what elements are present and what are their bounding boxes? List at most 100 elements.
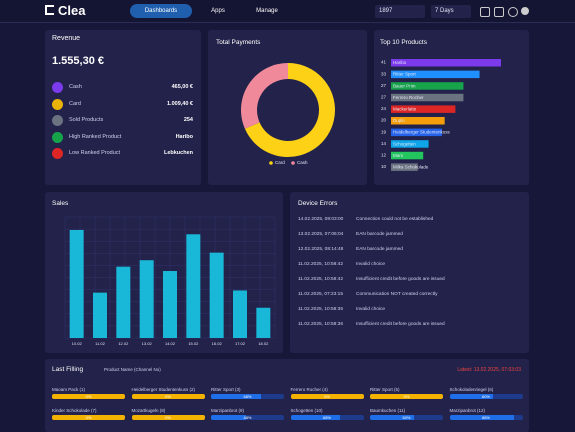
bar-label: Duplo: [393, 118, 405, 123]
progress-fill: [211, 394, 261, 399]
row-value: 254: [183, 117, 193, 123]
nav-tab[interactable]: Apps: [211, 8, 225, 14]
bar: [391, 93, 464, 102]
row-icon: [52, 131, 63, 143]
progress-label: 0%: [324, 394, 330, 399]
progress-track: 0%: [131, 415, 205, 420]
card-title: Total Payments: [216, 39, 261, 46]
error-time: 11.02.2025, 07:23:15: [298, 292, 343, 297]
item-label: Ferrero Rocher (4): [290, 387, 328, 392]
x-tick-label: 14.02: [165, 341, 176, 346]
row-icon: [52, 98, 63, 110]
item-label: Maoam Pack (1): [52, 387, 86, 392]
bar-label: Schogetten: [393, 141, 416, 146]
x-tick-label: 18.02: [258, 341, 269, 346]
progress-track: 0%: [370, 394, 443, 399]
error-message: EAN barcode jammed: [356, 247, 403, 252]
progress-track: 88%: [449, 415, 523, 420]
bar: [69, 229, 84, 338]
x-tick-label: 13.02: [142, 341, 153, 346]
chart: 10.02 11.02 12.02 13.02 14.02 15.02 16.02 17.02…: [64, 216, 276, 346]
progress-label: 0%: [165, 415, 171, 420]
logo[interactable]: Clea: [58, 3, 86, 18]
item-label: Heidelberger Studentenkuss (2): [131, 387, 196, 392]
legend-label: Cash: [297, 160, 308, 165]
bar-label: Haribo: [393, 60, 407, 65]
x-tick-label: 12.02: [118, 341, 129, 346]
row-icon: [52, 115, 63, 126]
range-select[interactable]: 7 Days: [431, 5, 471, 18]
error-time: 11.02.2025, 10:58:36: [298, 307, 343, 312]
progress-label: 88%: [481, 415, 490, 420]
progress-label: 60%: [402, 415, 411, 420]
error-message: EAN barcode jammed: [356, 232, 403, 237]
row-icon: [52, 82, 63, 93]
rank-value: 41: [381, 60, 387, 65]
error-time: 12.02.2025, 08:14:48: [298, 247, 344, 252]
row-value: 1.009,40 €: [167, 100, 193, 107]
nav-tab[interactable]: Manage: [256, 8, 278, 14]
card-title: Top 10 Products: [380, 39, 427, 46]
error-time: 11.02.2025, 10:58:42: [298, 262, 343, 267]
top-products-card: Top 10 Products 41 Haribo 33 Ritter Sport 27 B…: [374, 30, 529, 185]
error-time: 14.02.2025, 08:03:00: [298, 217, 344, 222]
row-label: Card: [69, 100, 81, 107]
bar: [391, 59, 501, 67]
search-input[interactable]: 1897: [375, 5, 425, 18]
x-tick-label: 16.02: [212, 341, 223, 346]
progress-track: 0%: [52, 415, 125, 420]
icon-button[interactable]: [480, 7, 490, 17]
progress-label: 48%: [243, 415, 252, 420]
bar-label: Ferrero Rocher: [393, 95, 424, 100]
progress-track: 0%: [52, 394, 125, 399]
bar: [209, 252, 224, 338]
bar: [391, 128, 442, 137]
card-title: Revenue: [52, 35, 81, 42]
chart: Card Cash: [241, 63, 335, 165]
bar: [139, 260, 154, 338]
pie-slice: [244, 63, 335, 157]
revenue-total: 1.555,30 €: [52, 55, 104, 67]
bar: [391, 117, 445, 125]
progress-label: 68%: [322, 415, 331, 420]
bar: [391, 70, 480, 79]
bar-label: Mackerlatte: [393, 106, 417, 111]
error-message: Connection could not be established: [356, 217, 434, 222]
device-errors-card: Device Errors 14.02.2025, 08:03:00 Connect…: [290, 192, 529, 353]
legend-swatch: [291, 161, 295, 165]
rank-value: 27: [381, 83, 387, 88]
error-message: Insufficient credit before goods are iss…: [356, 322, 445, 327]
x-tick-label: 10.02: [72, 341, 83, 346]
icon-button[interactable]: [521, 7, 529, 15]
rank-value: 19: [381, 129, 387, 134]
progress-label: 0%: [403, 394, 410, 399]
row-label: Low Ranked Product: [69, 150, 121, 156]
icon-button[interactable]: [494, 7, 504, 17]
rank-value: 20: [381, 118, 387, 123]
progress-label: 60%: [481, 394, 490, 399]
rank-value: 14: [381, 141, 387, 146]
rank-value: 12: [381, 152, 387, 157]
error-message: Invalid choice: [356, 262, 386, 267]
progress-fill: [290, 415, 341, 420]
nav-tab[interactable]: Dashboards: [130, 4, 192, 18]
item-label: Marzipanbrot (9): [211, 408, 245, 413]
card-title: Last Filling: [52, 366, 84, 373]
progress-track: 60%: [370, 415, 443, 420]
error-time: 11.02.2025, 10:58:36: [298, 322, 343, 327]
progress-track: 0%: [290, 394, 364, 399]
icon-button[interactable]: [508, 7, 518, 17]
bar: [256, 307, 271, 338]
error-message: Invalid choice: [356, 307, 386, 312]
chart: 41 Haribo 33 Ritter Sport 27 Bauer Prim 27 Ferr…: [381, 59, 501, 171]
progress-track: 0%: [131, 394, 205, 399]
row-value: Lebkuchen: [163, 150, 193, 156]
bar-label: Mars: [393, 153, 404, 158]
progress-track: 68%: [211, 394, 284, 399]
bar: [391, 82, 464, 90]
row-label: Cash: [69, 84, 82, 90]
progress-track: 48%: [211, 415, 284, 420]
error-message: Communication NOT created correctly: [356, 292, 438, 297]
error-message: Insufficient credit before goods are iss…: [356, 277, 445, 282]
